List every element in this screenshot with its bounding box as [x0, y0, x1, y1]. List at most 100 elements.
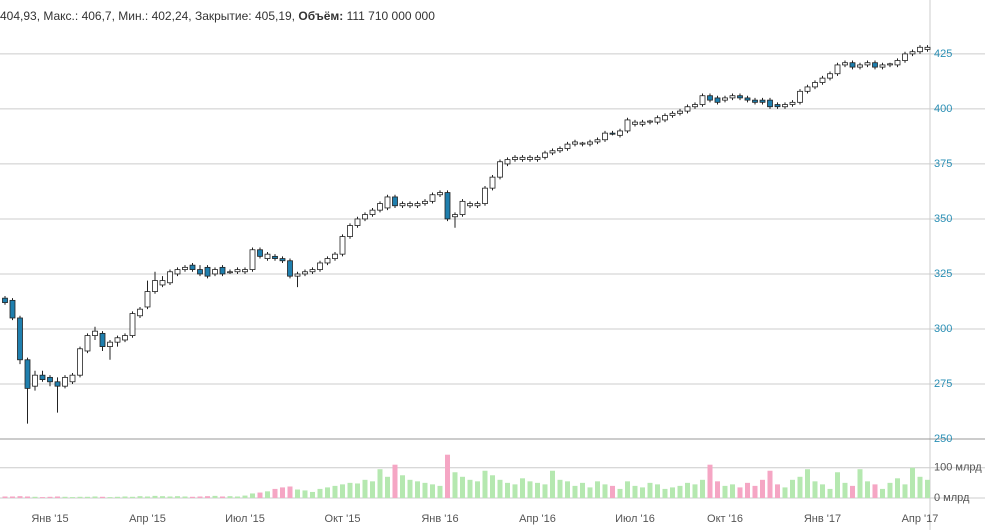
volume-bar [857, 469, 863, 498]
candle-body [632, 121, 638, 125]
candle-body [669, 112, 676, 116]
x-tick-label: Янв '17 [804, 513, 841, 525]
candle-body [189, 264, 196, 270]
candle-body [137, 308, 143, 317]
candle-body [257, 249, 263, 257]
candle-body [677, 110, 683, 114]
volume-bar [842, 482, 848, 498]
candle-body [497, 161, 503, 178]
volume-bar [677, 485, 683, 498]
volume-bar [130, 496, 135, 498]
volume-bar [347, 482, 353, 498]
volume-bar [850, 485, 855, 498]
volume-bar [760, 479, 765, 498]
candle-body [714, 97, 721, 103]
volume-bar [482, 470, 488, 498]
candle-body [782, 104, 788, 108]
candle-body [32, 374, 38, 387]
volume-bar [272, 488, 278, 498]
candle-body [204, 266, 211, 277]
volume-bar [437, 485, 443, 498]
volume-bar [625, 481, 630, 498]
volume-bar [92, 496, 98, 498]
volume-bar [392, 464, 398, 498]
candle-body [482, 187, 488, 204]
volume-bar [47, 496, 53, 498]
candle-body [384, 196, 391, 209]
volume-bar [595, 481, 600, 498]
candle-body [377, 203, 383, 211]
candle-body [167, 271, 173, 284]
candle-body [924, 46, 931, 50]
volume-bar [542, 484, 548, 498]
candle-body [212, 269, 218, 275]
volume-bar [820, 484, 825, 498]
candle-body [159, 280, 166, 286]
volume-bar [55, 496, 60, 498]
candle-body [152, 280, 158, 292]
candle-body [557, 148, 563, 152]
candle-body [69, 374, 76, 383]
volume-bar [775, 484, 780, 498]
y2-tick-label: 100 млрд [934, 462, 982, 474]
candle-body [234, 269, 241, 273]
volume-bar [220, 496, 225, 498]
candle-body [789, 101, 796, 105]
volume-bar [580, 482, 585, 498]
volume-bar [430, 484, 435, 498]
volume-bar [32, 496, 38, 498]
candle-body [242, 269, 248, 273]
volume-bar [872, 484, 878, 498]
candle-body [399, 203, 406, 207]
x-tick-label: Июл '15 [225, 513, 265, 525]
candle-body [422, 200, 428, 204]
volume-bar [520, 478, 525, 498]
candle-body [99, 332, 106, 347]
volume-bar [917, 476, 923, 498]
volume-bar [182, 496, 188, 498]
volume-bar [670, 487, 675, 498]
volume-bar [377, 469, 383, 498]
y-tick-label: 300 [934, 323, 952, 335]
volume-bar [400, 475, 405, 498]
x-tick-label: Янв '15 [31, 513, 68, 525]
candle-body [17, 317, 23, 361]
candle-body [894, 60, 901, 66]
candle-body [572, 141, 578, 145]
candle-body [744, 97, 751, 101]
candle-body [654, 117, 661, 123]
volume-bar [70, 497, 75, 498]
volume-bar [902, 484, 908, 498]
volume-bar [827, 488, 833, 498]
candle-body [812, 82, 818, 88]
candle-body [647, 120, 653, 123]
volume-bar [685, 482, 690, 498]
volume-bar [887, 482, 893, 498]
volume-bar [17, 496, 23, 498]
volume-bar [407, 479, 413, 498]
y-tick-label: 275 [934, 378, 952, 390]
volume-bar [722, 485, 728, 498]
volume-bar [340, 484, 345, 498]
candle-body [459, 200, 466, 215]
candle-body [564, 143, 571, 149]
candle-body [129, 313, 136, 336]
volume-bar [460, 476, 465, 498]
candle-body [452, 214, 458, 218]
candle-body [2, 297, 8, 303]
volume-bar [715, 481, 720, 498]
candle-body [519, 156, 526, 160]
volume-bar [385, 476, 390, 498]
volume-bar [925, 479, 930, 498]
volume-bar [2, 496, 8, 498]
volume-bar [100, 496, 105, 498]
volume-bar [535, 482, 540, 498]
candle-body [107, 341, 113, 347]
y-tick-label: 425 [934, 48, 952, 60]
candle-body [144, 291, 151, 308]
candle-body [827, 73, 833, 79]
volume-bar [550, 470, 555, 498]
candle-body [864, 62, 871, 66]
volume-bar [160, 496, 165, 498]
